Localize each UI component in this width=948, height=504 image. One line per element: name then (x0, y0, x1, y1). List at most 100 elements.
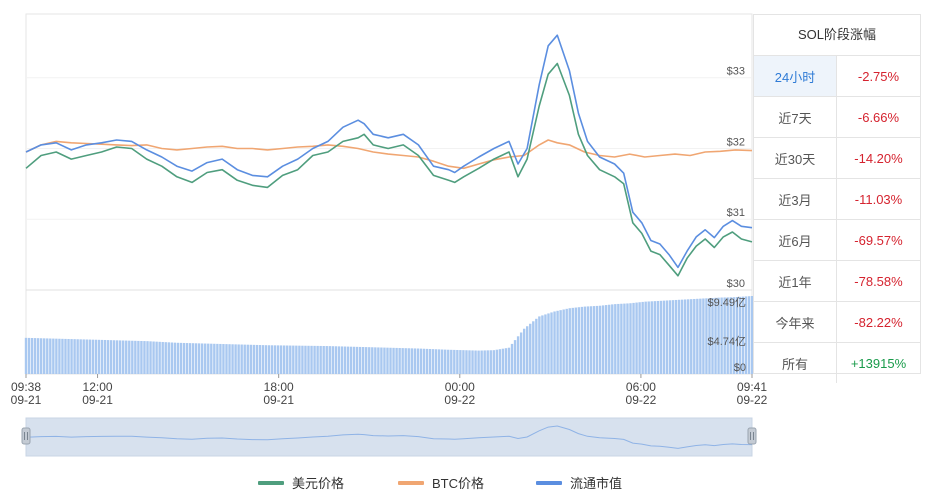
volume-bar (355, 346, 359, 374)
performance-row[interactable]: 近30天 -14.20% (754, 138, 920, 179)
volume-bar (377, 347, 380, 374)
x-tick-date: 09-22 (626, 393, 657, 407)
volume-bar (668, 300, 672, 374)
volume-bar (258, 345, 262, 374)
navigator-right-handle[interactable] (747, 427, 757, 445)
volume-bar (459, 350, 462, 374)
volume-bar (70, 339, 73, 374)
volume-bar (471, 350, 474, 374)
performance-row[interactable]: 所有 +13915% (754, 343, 920, 383)
navigator-line (25, 425, 753, 449)
volume-bar (562, 309, 565, 374)
volume-bar (170, 342, 174, 374)
volume-bar (234, 344, 237, 374)
volume-bar (43, 338, 46, 374)
volume-bar (97, 339, 101, 374)
volume-bar (152, 341, 155, 374)
volume-bar (447, 349, 450, 374)
performance-row[interactable]: 24小时 -2.75% (754, 56, 920, 97)
volume-bar (289, 345, 292, 374)
volume-bar (340, 346, 344, 374)
volume-bar (744, 296, 748, 374)
performance-period[interactable]: 所有 (754, 343, 837, 383)
x-tick-time: 00:00 (445, 380, 475, 394)
volume-bar (507, 347, 511, 374)
volume-bar (495, 349, 499, 374)
performance-period[interactable]: 近3月 (754, 179, 837, 219)
volume-bar (665, 300, 669, 374)
volume-bar (513, 340, 517, 374)
volume-bar (656, 300, 660, 374)
volume-bar (419, 348, 423, 374)
volume-bar (164, 342, 167, 374)
volume-bar (322, 345, 325, 374)
performance-change: -11.03% (854, 191, 903, 207)
volume-bar (374, 347, 377, 374)
volume-bar (219, 343, 222, 374)
price-tick-label: $31 (727, 207, 745, 219)
volume-bar (456, 349, 459, 374)
volume-bars (24, 296, 754, 374)
volume-bar (611, 304, 614, 374)
x-tick-time: 18:00 (264, 380, 294, 394)
volume-bar (626, 303, 629, 374)
performance-period[interactable]: 近30天 (754, 138, 837, 178)
performance-row[interactable]: 近7天 -6.66% (754, 97, 920, 138)
volume-bar (295, 345, 298, 374)
volume-bar (161, 341, 164, 374)
price-tick-label: $32 (727, 136, 745, 148)
chart-legend: 美元价格 BTC价格 流通市值 (0, 473, 948, 491)
volume-bar (140, 340, 143, 374)
performance-row[interactable]: 近6月 -69.57% (754, 220, 920, 261)
volume-bar (504, 348, 508, 374)
performance-period[interactable]: 近7天 (754, 97, 837, 137)
legend-mcap-label: 流通市值 (570, 476, 623, 491)
volume-bar (261, 345, 265, 374)
volume-bar (52, 338, 55, 374)
x-tick-time: 12:00 (83, 380, 113, 394)
range-navigator[interactable] (21, 417, 757, 457)
volume-bar (155, 341, 158, 374)
volume-bar (750, 296, 754, 374)
volume-bar (407, 348, 410, 374)
legend-btc-price[interactable]: BTC价格 (398, 473, 484, 492)
volume-bar (267, 345, 271, 374)
volume-bar (33, 338, 37, 374)
volume-bar (197, 343, 201, 374)
volume-bar (225, 344, 228, 374)
performance-row[interactable]: 今年来 -82.22% (754, 302, 920, 343)
volume-bar (580, 306, 584, 374)
volume-bar (583, 306, 587, 374)
performance-period[interactable]: 近1年 (754, 261, 837, 301)
volume-bar (85, 339, 88, 374)
volume-bar (176, 342, 180, 374)
volume-bar (629, 303, 632, 374)
volume-bar (705, 298, 708, 374)
volume-bar (122, 340, 125, 374)
volume-bar (368, 347, 371, 374)
performance-row[interactable]: 近1年 -78.58% (754, 261, 920, 302)
volume-bar (565, 308, 568, 374)
volume-bar (690, 299, 693, 374)
volume-bar (331, 346, 335, 374)
volume-bar (453, 349, 456, 374)
volume-bar (401, 348, 404, 374)
volume-bar (100, 339, 104, 374)
volume-bar (477, 350, 480, 374)
volume-bar (264, 345, 268, 374)
volume-bar (182, 342, 186, 374)
performance-period[interactable]: 近6月 (754, 220, 837, 260)
volume-bar (711, 297, 714, 374)
performance-period[interactable]: 24小时 (754, 56, 837, 96)
volume-tick-label: $0 (734, 362, 746, 374)
legend-usd-price[interactable]: 美元价格 (258, 473, 344, 492)
volume-bar (404, 348, 407, 374)
volume-bar (298, 345, 301, 374)
performance-period[interactable]: 今年来 (754, 302, 837, 342)
legend-market-cap[interactable]: 流通市值 (536, 473, 622, 492)
navigator-left-handle[interactable] (21, 427, 31, 445)
series-line-btc (25, 139, 753, 170)
volume-bar (693, 298, 696, 374)
performance-row[interactable]: 近3月 -11.03% (754, 179, 920, 220)
